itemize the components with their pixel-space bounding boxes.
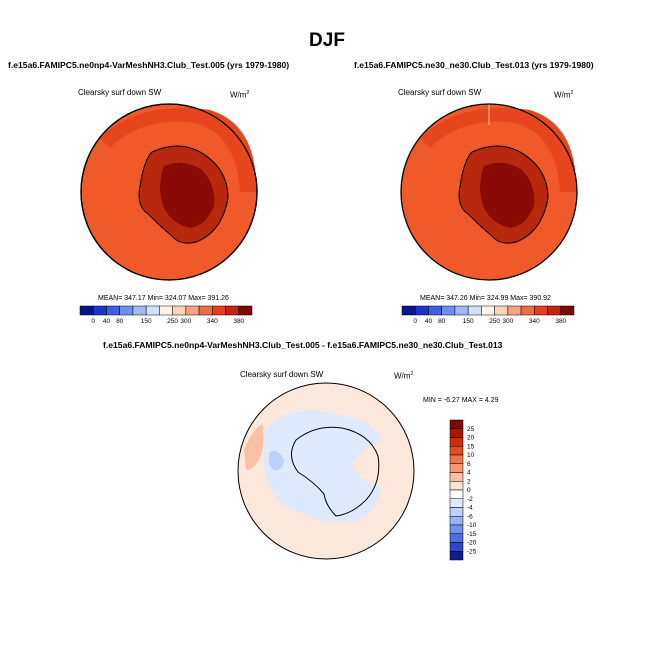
panel2-colorbar-tick-label: 380 — [555, 318, 566, 325]
diff-colorbar-tick-label: -20 — [467, 540, 477, 547]
diff-colorbar-tick-label: -25 — [467, 548, 477, 555]
panel1-pole-sector-edge — [80, 103, 258, 281]
diff-colorbar-swatch — [449, 472, 464, 482]
panel2-colorbar-tick-label: 150 — [463, 318, 474, 325]
panel2-colorbar-swatch — [560, 305, 575, 316]
diff-map-border — [237, 382, 415, 560]
diff-colorbar-tick-label: -2 — [467, 496, 473, 503]
diff-colorbar-swatch — [449, 428, 464, 438]
diff-colorbar-tick-label: 10 — [467, 452, 475, 459]
panel2-colorbar-tick-label: 80 — [438, 318, 446, 325]
diff-units: W/m2 — [394, 371, 414, 381]
diff-colorbar-tick-label: 2 — [467, 478, 471, 485]
diff-colorbar-swatch — [449, 463, 464, 473]
diff-case-title: f.e15a6.FAMIPC5.ne0np4-VarMeshNH3.Club_T… — [103, 340, 503, 350]
panel1-stats: MEAN= 347.17 Min= 324.07 Max= 391.26 — [98, 295, 229, 302]
diff-variable-label: Clearsky surf down SW — [240, 370, 324, 379]
panel1-colorbar-tick-label: 40 — [103, 318, 111, 325]
diff-colorbar-swatch — [449, 498, 464, 508]
diff-colorbar-tick-label: -6 — [467, 513, 473, 520]
panel2-colorbar-tick-label: 250 — [489, 318, 500, 325]
diff-colorbar-swatch — [449, 533, 464, 543]
diff-stats: MIN = -6.27 MAX = 4.29 — [423, 397, 499, 404]
diff-weak-blue-peninsula — [268, 451, 284, 471]
panel1-units: W/m2 — [230, 90, 250, 100]
diff-colorbar-swatch — [449, 542, 464, 552]
page-title: DJF — [309, 30, 345, 51]
panel1-colorbar-swatch — [238, 305, 253, 316]
panel2-stats: MEAN= 347.26 Min= 324.99 Max= 390.92 — [420, 295, 551, 302]
panel2-colorbar-tick-label: 0 — [413, 318, 417, 325]
diff-colorbar-tick-label: -10 — [467, 522, 477, 529]
diff-colorbar-tick-label: 6 — [467, 461, 471, 468]
diff-colorbar-tick-label: -4 — [467, 505, 473, 512]
diff-colorbar-tick-label: 15 — [467, 443, 475, 450]
panel1-colorbar-tick-label: 300 — [180, 318, 191, 325]
diff-colorbar-tick-label: 25 — [467, 426, 475, 433]
panel2-map-border — [400, 103, 578, 281]
panel1-high-plateau — [160, 162, 215, 228]
panel2-high-plateau — [480, 162, 535, 228]
diff-colorbar-tick-label: -15 — [467, 531, 477, 538]
diff-warm-ocean-west — [244, 424, 264, 470]
diff-colorbar-swatch — [449, 489, 464, 499]
panel1-colorbar-tick-label: 150 — [141, 318, 152, 325]
panel1-colorbar-tick-label: 80 — [116, 318, 124, 325]
panel1-outer-band — [100, 107, 257, 192]
diff-colorbar-tick-label: 20 — [467, 435, 475, 442]
diff-colorbar-swatch — [449, 524, 464, 534]
diff-colorbar-swatch — [449, 507, 464, 517]
diff-colorbar-swatch — [449, 446, 464, 456]
diff-colorbar-swatch — [449, 481, 464, 491]
panel1-case-title: f.e15a6.FAMIPC5.ne0np4-VarMeshNH3.Club_T… — [8, 60, 290, 70]
panel1-colorbar-tick-label: 0 — [91, 318, 95, 325]
diff-colorbar-swatch — [449, 437, 464, 447]
diff-antarctic-outline — [291, 426, 380, 517]
diff-colorbar-swatch — [449, 516, 464, 526]
diff-colorbar-tick-label: 4 — [467, 470, 471, 477]
diff-colorbar-swatch — [449, 454, 464, 464]
panel2-colorbar-tick-label: 340 — [529, 318, 540, 325]
diff-colorbar-swatch — [449, 551, 464, 561]
panel2-colorbar-tick-label: 300 — [502, 318, 513, 325]
panel1-variable-label: Clearsky surf down SW — [78, 88, 162, 97]
panel2-variable-label: Clearsky surf down SW — [398, 88, 482, 97]
diff-colorbar-swatch — [449, 419, 464, 429]
diff-negative-region — [263, 410, 382, 522]
panel2-outer-band — [420, 107, 577, 192]
panel2-case-title: f.e15a6.FAMIPC5.ne30_ne30.Club_Test.013 … — [354, 60, 594, 70]
panel1-colorbar-tick-label: 380 — [233, 318, 244, 325]
panel1-colorbar-tick-label: 340 — [207, 318, 218, 325]
diff-colorbar-tick-label: 0 — [467, 487, 471, 494]
panel1-colorbar-tick-label: 250 — [167, 318, 178, 325]
panel2-colorbar-tick-label: 40 — [425, 318, 433, 325]
panel2-units: W/m2 — [554, 90, 574, 100]
